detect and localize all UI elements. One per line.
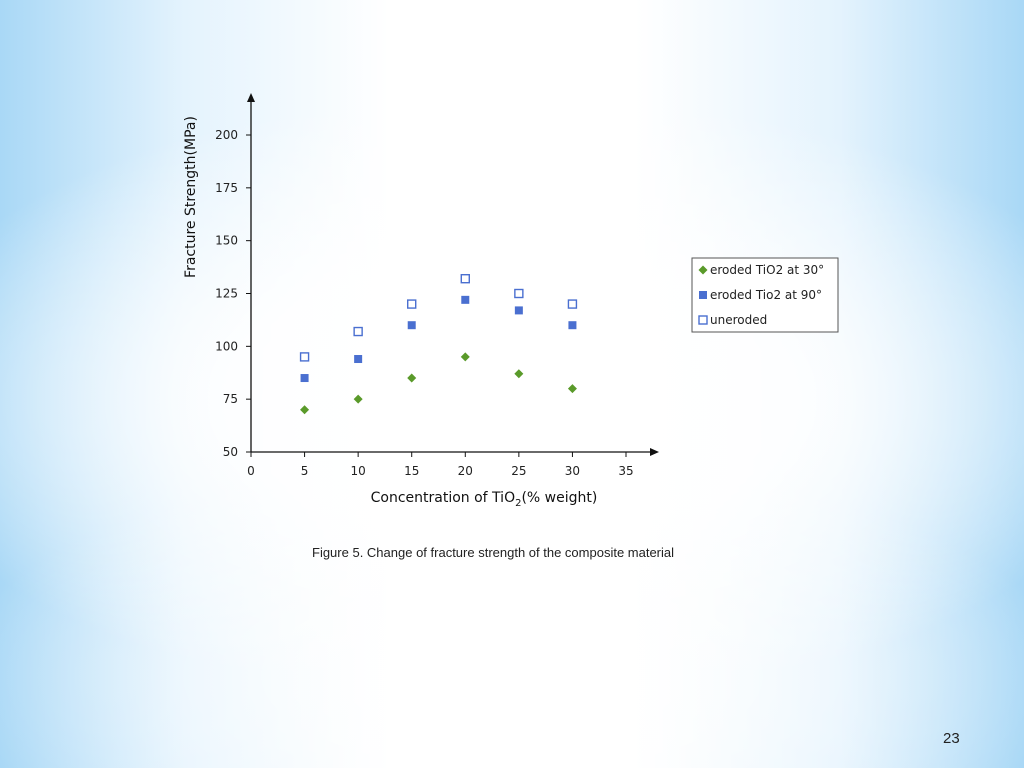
legend-label-2: eroded Tio2 at 90° <box>710 288 822 302</box>
x-tick-label: 5 <box>301 464 309 478</box>
data-point-series-1 <box>567 384 577 394</box>
y-tick-label: 75 <box>223 392 238 406</box>
x-tick-label: 25 <box>511 464 526 478</box>
x-axis-arrow <box>650 448 659 456</box>
x-tick-label: 30 <box>565 464 580 478</box>
legend-marker-2 <box>699 291 707 299</box>
data-point-series-2 <box>354 355 363 364</box>
x-axis-title-suffix: (% weight) <box>521 490 597 506</box>
x-tick-label: 10 <box>351 464 366 478</box>
x-tick-label: 0 <box>247 464 255 478</box>
data-point-series-2 <box>568 321 577 330</box>
y-tick-label: 125 <box>215 287 238 301</box>
data-point-series-2 <box>300 374 309 383</box>
x-tick-label: 20 <box>458 464 473 478</box>
data-point-series-1 <box>460 352 470 362</box>
data-point-series-1 <box>300 405 310 415</box>
y-axis-arrow <box>247 93 255 102</box>
data-point-series-3 <box>353 326 363 337</box>
data-point-series-2 <box>461 295 470 304</box>
y-axis-title: Fracture Strength(MPa) <box>183 116 199 278</box>
figure-caption: Figure 5. Change of fracture strength of… <box>312 545 675 560</box>
y-tick-label: 175 <box>215 181 238 195</box>
x-tick-label: 15 <box>404 464 419 478</box>
tick-labels: 50 75 100 125 150 175 200 0 5 10 15 20 25 30 35 <box>215 128 634 478</box>
legend: eroded TiO2 at 30° eroded Tio2 at 90° uner… <box>691 257 839 333</box>
x-axis-title-main: Concentration of TiO <box>371 490 515 506</box>
data-point-series-1 <box>353 394 363 404</box>
data-point-series-2 <box>407 321 416 330</box>
y-tick-label: 150 <box>215 234 238 248</box>
legend-box <box>691 257 839 333</box>
data-point-series-1 <box>407 373 417 383</box>
data-point-series-3 <box>407 299 417 309</box>
data-point-series-3 <box>567 299 578 309</box>
y-tick-label: 100 <box>215 339 238 353</box>
y-tick-label: 200 <box>215 128 238 142</box>
x-axis-title: Concentration of TiO2(% weight) <box>371 490 598 509</box>
x-tick-label: 35 <box>618 464 633 478</box>
legend-marker-1 <box>698 265 708 275</box>
legend-label-1: eroded TiO2 at 30° <box>710 263 824 277</box>
legend-marker-3 <box>698 315 708 325</box>
page-number: 23 <box>943 730 960 747</box>
data-point-series-3 <box>299 352 310 362</box>
data-points <box>299 274 578 415</box>
legend-label-3: uneroded <box>710 313 767 327</box>
data-point-series-1 <box>514 369 524 379</box>
x-axis-title-subscript: 2 <box>515 498 521 509</box>
data-point-series-3 <box>460 274 470 284</box>
y-tick-label: 50 <box>223 445 238 459</box>
data-point-series-2 <box>514 306 523 315</box>
axes <box>246 93 659 457</box>
data-point-series-3 <box>514 288 524 299</box>
